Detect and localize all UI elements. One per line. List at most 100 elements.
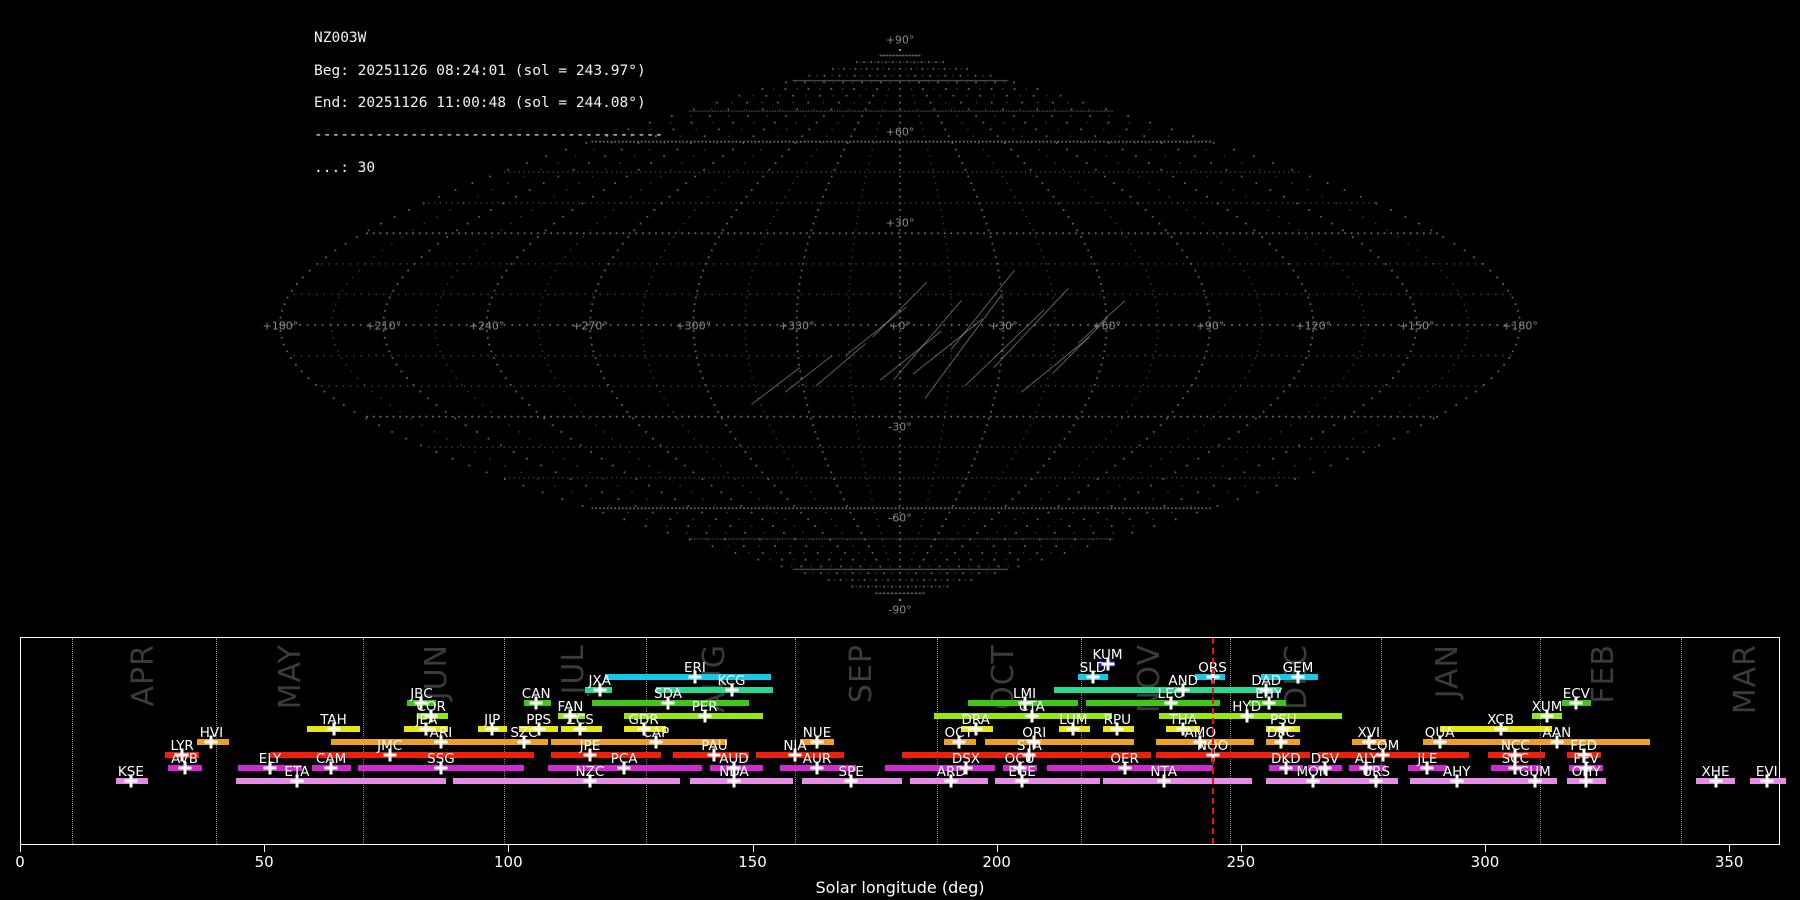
shower-peak-marker [959, 761, 973, 775]
shower-peak-marker [1376, 748, 1390, 762]
shower-peak-marker [1450, 774, 1464, 788]
shower-label: OCT [944, 725, 973, 741]
shower-peak-marker [175, 748, 189, 762]
shower-label: NCC [1500, 738, 1530, 754]
shower-label: EVI [1755, 764, 1778, 780]
shower-peak-marker [1279, 761, 1293, 775]
shower-label: JEA [415, 712, 438, 728]
shower-label: JLE [1417, 751, 1438, 767]
shower-peak-marker [810, 761, 824, 775]
current-solar-longitude-marker [1212, 638, 1215, 844]
shower-bar[interactable] [885, 765, 996, 771]
map-lon-label: +270° [572, 319, 608, 333]
shower-peak-marker [424, 709, 438, 723]
shower-bar[interactable] [1317, 752, 1469, 758]
shower-peak-marker [725, 683, 739, 697]
shower-peak-marker [593, 683, 607, 697]
shower-peak-marker [969, 722, 983, 736]
shower-label: PSU [1270, 712, 1297, 728]
shower-label: FEV [1573, 751, 1599, 767]
shower-label: NDA [719, 764, 749, 780]
shower-label: ERI [683, 660, 706, 676]
shower-bar[interactable] [235, 778, 446, 784]
shower-bar[interactable] [604, 674, 771, 680]
x-axis-label: Solar longitude (deg) [815, 878, 985, 897]
shower-peak-marker [563, 709, 577, 723]
shower-bar[interactable] [550, 739, 727, 745]
shower-bar[interactable] [1490, 778, 1557, 784]
shower-bar[interactable] [1102, 778, 1252, 784]
shower-label: ARD [936, 764, 966, 780]
shower-peak-marker [383, 748, 397, 762]
axis-tick-label: 150 [738, 853, 767, 871]
shower-label: OHY [1571, 764, 1601, 780]
shower-label: DSV [1310, 751, 1339, 767]
shower-peak-marker [707, 748, 721, 762]
axis-tick [264, 845, 266, 852]
shower-label: ZCS [566, 712, 594, 728]
shower-label: THA [1169, 712, 1198, 728]
shower-bar[interactable] [453, 778, 681, 784]
shower-bar[interactable] [690, 778, 793, 784]
shower-peak-marker [263, 761, 277, 775]
shower-bar[interactable] [1261, 674, 1318, 680]
shower-label: KSE [117, 764, 144, 780]
shower-bar[interactable] [995, 778, 1101, 784]
shower-label: ETA [284, 764, 310, 780]
shower-bar[interactable] [624, 713, 764, 719]
shower-peak-marker [1528, 774, 1542, 788]
map-lon-label: +210° [365, 319, 402, 333]
shower-label: XVI [1357, 725, 1381, 741]
shower-label: JPE [579, 738, 601, 754]
axis-tick-label: 0 [15, 853, 25, 871]
shower-label: NTA [1150, 764, 1177, 780]
shower-peak-marker [1176, 722, 1190, 736]
axis-tick [1240, 845, 1242, 852]
shower-peak-marker [1569, 696, 1583, 710]
shower-label: LMI [1012, 686, 1037, 702]
month-label: MAR [1727, 644, 1763, 715]
shower-peak-marker [327, 722, 341, 736]
shower-label: PCA [610, 751, 638, 767]
map-lat-label: +60° [885, 125, 915, 139]
shower-bar[interactable] [1085, 700, 1220, 706]
map-lon-label: +180° [1502, 319, 1538, 333]
shower-bar[interactable] [655, 687, 774, 693]
shower-label: AUD [719, 751, 749, 767]
shower-peak-marker [1508, 748, 1522, 762]
shower-label: DSX [951, 751, 981, 767]
shower-bar[interactable] [1053, 687, 1267, 693]
map-lat-label: +90° [885, 33, 915, 47]
shower-bar[interactable] [985, 739, 1135, 745]
shower-peak-marker [1369, 774, 1383, 788]
shower-label: GDR [628, 712, 659, 728]
shower-label: SLD [1079, 660, 1107, 676]
shower-label: JIP [484, 712, 501, 728]
map-lat-label: -30° [888, 420, 912, 434]
shower-label: AND [1168, 673, 1199, 689]
shower-peak-marker [1193, 735, 1207, 749]
shower-label: SCC [1501, 751, 1530, 767]
shower-peak-marker [688, 670, 702, 684]
shower-peak-marker [583, 774, 597, 788]
shower-label: OCU [1004, 751, 1035, 767]
map-lon-label: +90° [1195, 319, 1225, 333]
shower-peak-marker [1276, 722, 1290, 736]
shower-label: NZC [575, 764, 605, 780]
shower-peak-marker [1066, 722, 1080, 736]
shower-label: QUA [1424, 725, 1455, 741]
shower-peak-marker [1027, 735, 1041, 749]
shower-peak-marker [583, 748, 597, 762]
shower-bar[interactable] [1156, 752, 1311, 758]
axis-tick-label: 350 [1714, 853, 1744, 871]
shower-peak-marker [434, 761, 448, 775]
shower-peak-marker [1015, 774, 1029, 788]
shower-bar[interactable] [270, 752, 534, 758]
shower-bar[interactable] [934, 713, 1113, 719]
header-station: NZ003W [314, 30, 367, 47]
shower-peak-marker [1494, 722, 1508, 736]
shower-bar[interactable] [550, 752, 661, 758]
shower-peak-marker [727, 761, 741, 775]
timeline-plot-area: APRMAYJUNJULAUGSEPOCTNOVDECJANFEBMARKUME… [21, 638, 1787, 844]
shower-label: DRA [961, 712, 990, 728]
